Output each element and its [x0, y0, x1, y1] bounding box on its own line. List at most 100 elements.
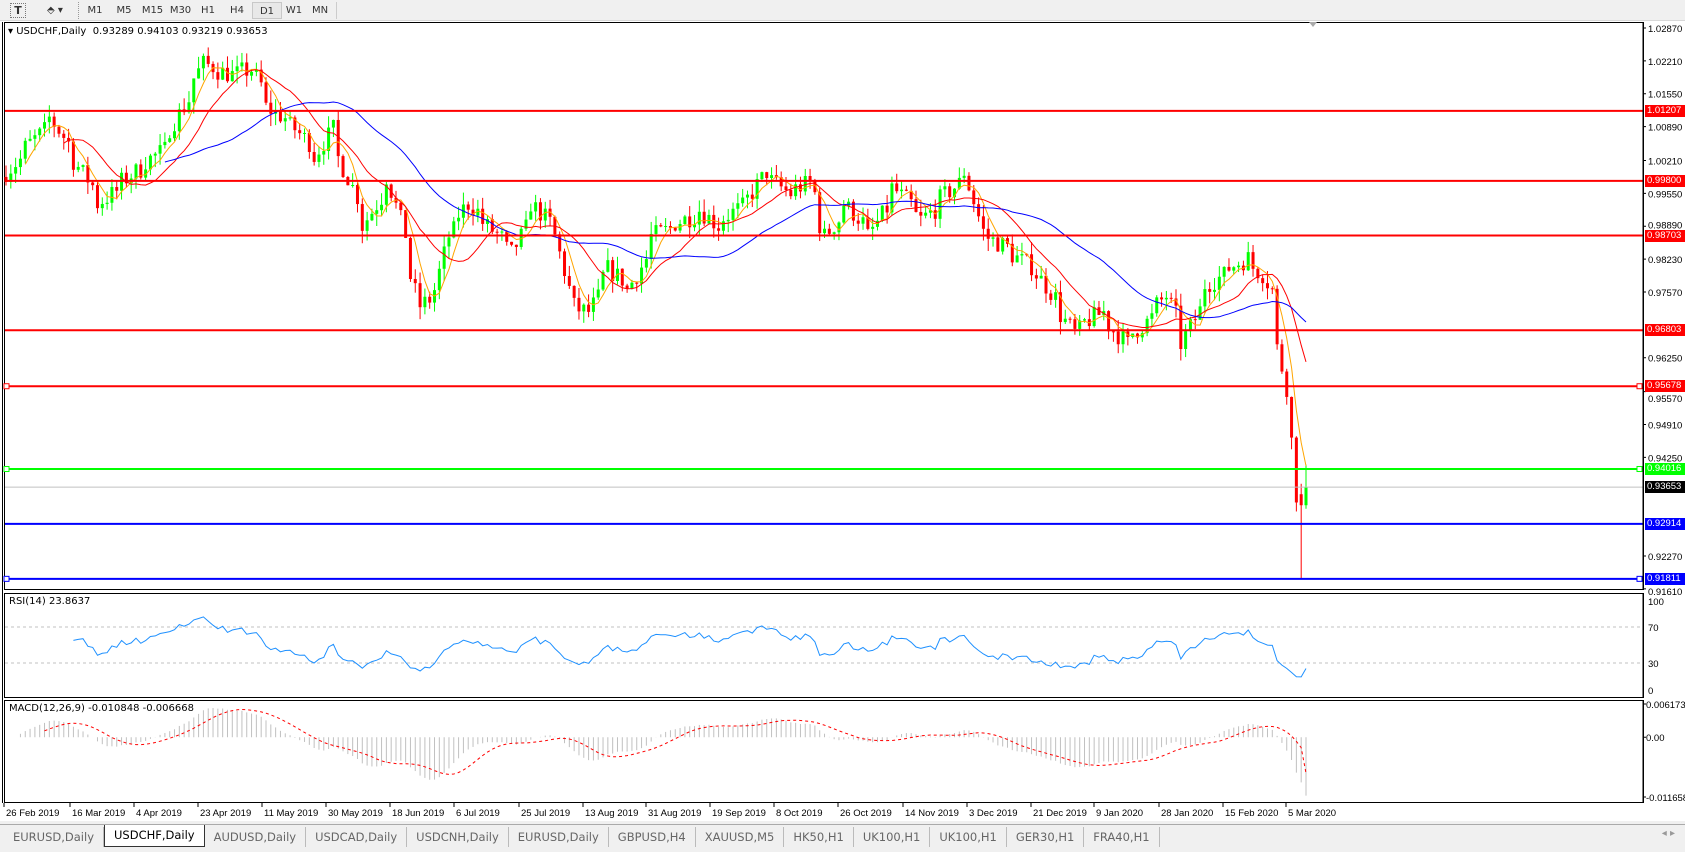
candle-body	[500, 231, 504, 233]
candle	[225, 56, 229, 83]
candle	[895, 173, 899, 194]
candle	[76, 161, 80, 173]
candle-body	[293, 117, 297, 131]
chart-tab[interactable]: GBPUSD,H4	[609, 827, 696, 847]
candle-body	[861, 217, 865, 224]
objects-dropdown-icon[interactable]: ⬘ ▾	[47, 5, 63, 16]
candle-body	[95, 185, 99, 209]
line-anchor-handle	[1636, 466, 1643, 473]
candle-body	[370, 213, 374, 221]
candle	[611, 256, 615, 293]
timeframe-d1[interactable]: D1	[252, 2, 282, 19]
time-tick-label: 23 Apr 2019	[200, 808, 251, 819]
timeframe-m15[interactable]: M15	[141, 5, 164, 16]
candle-body	[856, 220, 860, 224]
chart-tab[interactable]: XAUUSD,M5	[696, 827, 785, 847]
price-line-label: 0.93653	[1645, 481, 1685, 494]
line-anchor-handle	[1636, 575, 1643, 582]
candle-body	[225, 67, 229, 82]
timeframe-m1[interactable]: M1	[87, 5, 103, 16]
candle	[428, 291, 432, 309]
candle	[563, 248, 567, 284]
candle-body	[466, 204, 470, 210]
candle	[1160, 292, 1164, 307]
candle-body	[418, 283, 422, 308]
candle-body	[1285, 371, 1289, 397]
price-tick-label: 0.98230	[1648, 255, 1682, 266]
chart-tab[interactable]: UK100,H1	[930, 827, 1007, 847]
chart-tab[interactable]: USDCAD,Daily	[306, 827, 408, 847]
candle-body	[611, 260, 615, 281]
candle-body	[688, 216, 692, 228]
candle	[221, 61, 225, 81]
price-chart[interactable]: 1.02870 1.02210 1.01550 1.00890 1.00210 0.995…	[0, 0, 1685, 824]
candle	[765, 171, 769, 186]
candle	[1049, 289, 1053, 305]
price-line-label: 0.94016	[1645, 463, 1685, 476]
candle-body	[668, 226, 672, 228]
candle-body	[423, 296, 427, 308]
candle	[543, 201, 547, 228]
candle	[201, 53, 205, 81]
candle	[1030, 242, 1034, 282]
tab-scroll-arrows[interactable]: ◂ ▸	[1661, 828, 1675, 839]
candle	[1034, 268, 1038, 289]
candle-body	[1078, 320, 1082, 329]
candle	[1020, 242, 1024, 266]
candle	[712, 205, 716, 238]
chart-tab[interactable]: EURUSD,Daily	[4, 827, 104, 847]
chart-tab[interactable]: AUDUSD,Daily	[205, 827, 307, 847]
candle	[904, 185, 908, 192]
text-tool-icon[interactable]: T	[10, 3, 26, 18]
candle-body	[43, 122, 47, 129]
candle	[62, 130, 66, 150]
timeframe-h1[interactable]: H1	[201, 5, 215, 16]
candle	[842, 200, 846, 224]
candle-body	[587, 304, 591, 312]
candle	[230, 59, 234, 82]
candle-body	[197, 68, 201, 79]
candle	[721, 215, 725, 235]
collapse-triangle-icon[interactable]: ▾	[8, 26, 14, 37]
chart-tab[interactable]: EURUSD,Daily	[509, 827, 609, 847]
candle	[28, 130, 32, 142]
candle	[1107, 310, 1111, 340]
chart-tab[interactable]: GER30,H1	[1007, 827, 1085, 847]
candle	[1179, 293, 1183, 361]
candle-body	[307, 132, 311, 153]
chart-tab[interactable]: FRA40,H1	[1084, 827, 1160, 847]
timeframe-h4[interactable]: H4	[230, 5, 244, 16]
timeframe-m30[interactable]: M30	[169, 5, 192, 16]
chart-tab[interactable]: USDCHF,Daily	[104, 825, 205, 847]
candle	[331, 119, 335, 138]
timeframe-w1[interactable]: W1	[285, 5, 303, 16]
candle	[1116, 320, 1120, 354]
candle-body	[1001, 238, 1005, 252]
candle-body	[23, 140, 27, 159]
timeframe-mn[interactable]: MN	[311, 5, 329, 16]
chart-tab[interactable]: HK50,H1	[784, 827, 854, 847]
rsi-line	[73, 616, 1307, 678]
candle-body	[1005, 238, 1009, 244]
chart-tab[interactable]: UK100,H1	[854, 827, 931, 847]
time-tick-label: 6 Jul 2019	[456, 808, 500, 819]
candle-body	[1039, 275, 1043, 279]
candle-body	[1188, 319, 1192, 332]
candle	[1092, 300, 1096, 328]
candle	[1068, 316, 1072, 324]
timeframe-m5[interactable]: M5	[116, 5, 132, 16]
candle-body	[148, 155, 152, 170]
candle	[4, 165, 8, 186]
time-tick-label: 28 Jan 2020	[1161, 808, 1213, 819]
candle-body	[278, 110, 282, 122]
candle	[1150, 303, 1154, 328]
candle-body	[842, 205, 846, 223]
candle-body	[413, 278, 417, 284]
chart-tab[interactable]: USDCNH,Daily	[407, 827, 509, 847]
candle-body	[813, 180, 817, 193]
candle	[298, 123, 302, 140]
candle-body	[919, 211, 923, 216]
candle-body	[33, 135, 37, 139]
candle	[115, 180, 119, 200]
ohlc-label: 0.93289 0.94103 0.93219 0.93653	[92, 26, 268, 37]
